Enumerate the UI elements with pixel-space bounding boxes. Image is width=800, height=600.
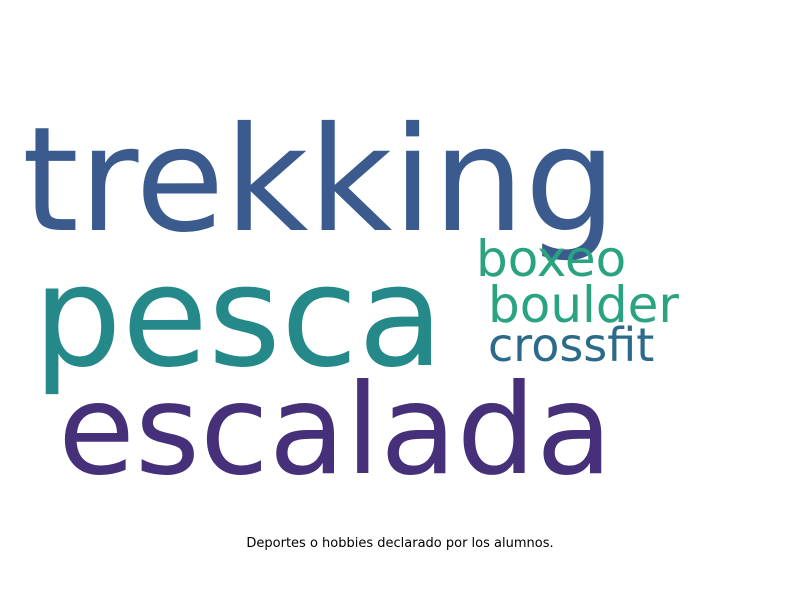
word-boxeo: boxeo: [476, 230, 627, 288]
word-escalada: escalada: [58, 358, 613, 503]
word-trekking: trekking: [22, 96, 617, 265]
word-boulder: boulder: [488, 276, 679, 334]
word-crossfit: crossfit: [488, 318, 655, 372]
figure-caption: Deportes o hobbies declarado por los alu…: [246, 536, 554, 551]
word-pesca: pesca: [33, 236, 444, 399]
